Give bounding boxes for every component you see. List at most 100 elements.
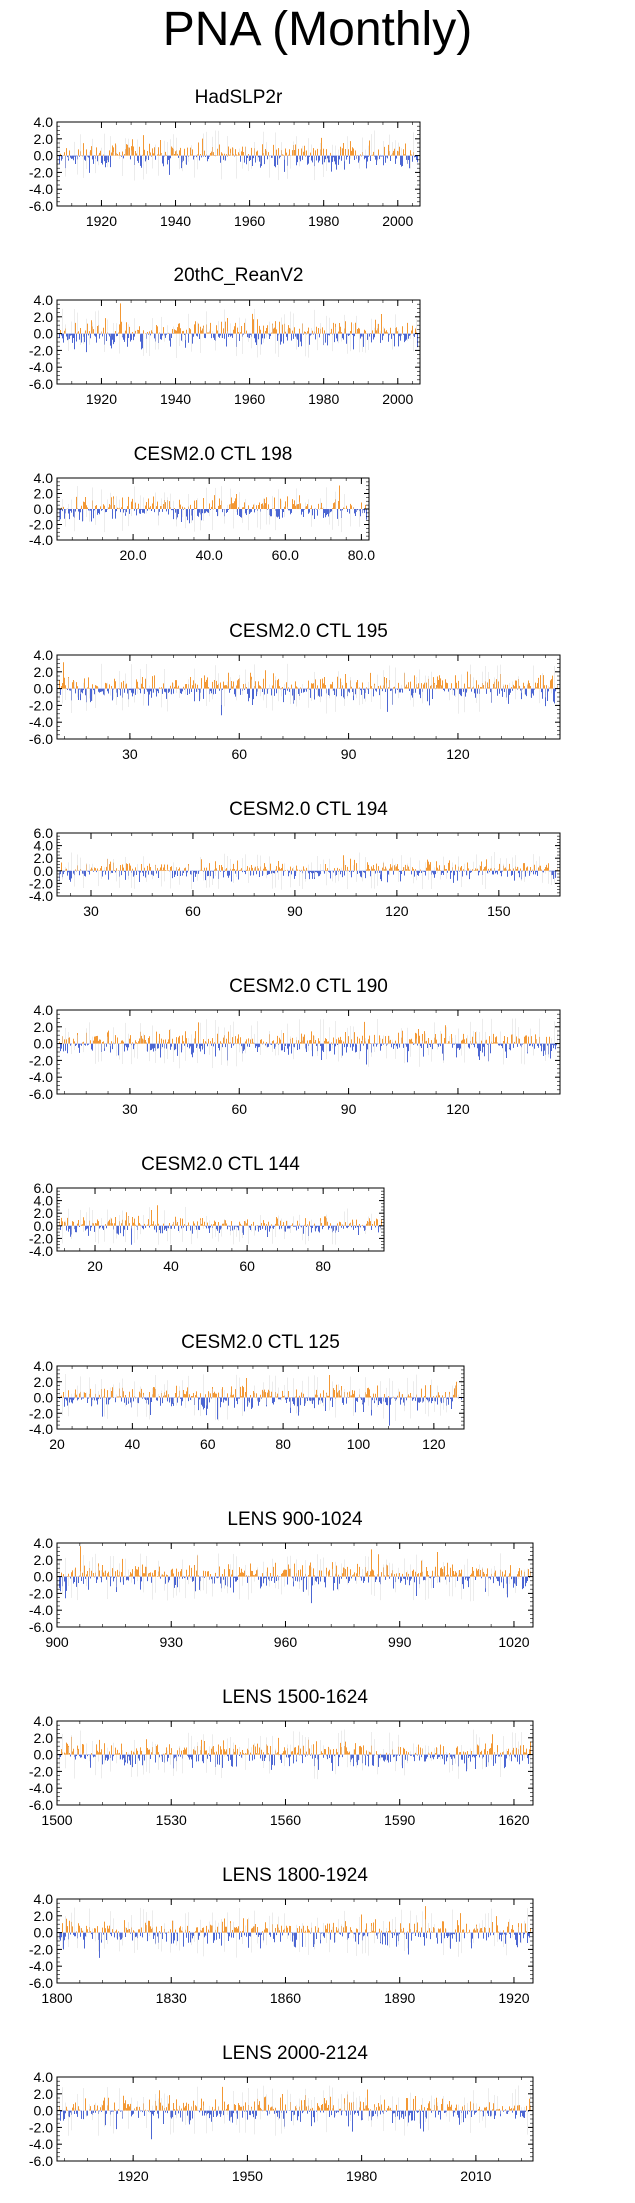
y-tick-label: 4.0: [34, 647, 54, 663]
x-tick-label: 90: [341, 1101, 357, 1117]
y-tick-label: -4.0: [29, 1243, 53, 1259]
x-tick-label: 120: [385, 903, 409, 919]
x-tick-label: 1980: [308, 391, 339, 407]
x-tick-label: 60: [239, 1258, 255, 1274]
y-tick-label: 2.0: [34, 1019, 54, 1035]
y-tick-label: 0.0: [34, 326, 54, 342]
y-tick-label: -4.0: [29, 359, 53, 375]
y-tick-label: -2.0: [29, 517, 53, 533]
chart-title-0: HadSLP2r: [195, 87, 283, 108]
y-tick-label: -4.0: [29, 1069, 53, 1085]
chart-panel-1: 20thC_ReanV2 4.02.00.0-2.0-4.0-6.0 1920 194…: [29, 265, 421, 407]
x-tick-label: 1960: [234, 391, 265, 407]
y-tick-label: -2.0: [29, 1230, 53, 1246]
x-tick-label: 1960: [234, 213, 265, 229]
plot-frame: [56, 832, 561, 897]
y-tick-label: 0.0: [34, 863, 54, 879]
x-tick-label: 60.0: [272, 547, 299, 563]
y-tick-label: -2.0: [29, 875, 53, 891]
bar-group-4: [59, 852, 558, 890]
y-tick-label: 2.0: [34, 664, 54, 680]
chart-title-5: CESM2.0 CTL 190: [229, 976, 388, 997]
x-tick-label: 120: [446, 1101, 470, 1117]
y-tick-label: 2.0: [34, 850, 54, 866]
plot-frame: [56, 121, 421, 207]
y-tick-label: 2.0: [34, 1205, 54, 1221]
x-tick-label: 30: [122, 1101, 138, 1117]
x-tick-label: 20.0: [119, 547, 146, 563]
y-tick-label: -2.0: [29, 697, 53, 713]
y-tick-label: 2.0: [34, 131, 54, 147]
chart-panel-3: CESM2.0 CTL 195 4.02.00.0-2.0-4.0-6.0 30 60…: [29, 621, 561, 762]
bar-group-3: [59, 662, 558, 716]
x-tick-label: 40.0: [196, 547, 223, 563]
y-tick-label: 0.0: [34, 1036, 54, 1052]
x-tick-label: 80.0: [348, 547, 375, 563]
y-tick-label: 0.0: [34, 681, 54, 697]
y-tick-label: -2.0: [29, 342, 53, 358]
x-tick-label: 1920: [86, 391, 117, 407]
x-tick-label: 1940: [160, 213, 191, 229]
y-tick-label: 0.0: [34, 148, 54, 164]
x-tick-label: 1940: [160, 391, 191, 407]
bar-group-2: [59, 485, 367, 533]
bar-group-6: [59, 1205, 382, 1245]
y-tick-label: 2.0: [34, 486, 54, 502]
y-tick-label: -4.0: [29, 532, 53, 548]
chart-title-2: CESM2.0 CTL 198: [134, 444, 293, 465]
x-tick-label: 30: [83, 903, 99, 919]
x-tick-label: 150: [487, 903, 511, 919]
y-tick-label: -6.0: [29, 731, 53, 747]
x-tick-label: 20: [87, 1258, 103, 1274]
y-tick-label: -6.0: [29, 1086, 53, 1102]
x-tick-label: 2000: [382, 391, 413, 407]
y-tick-label: -6.0: [29, 376, 53, 392]
y-tick-label: 4.0: [34, 1193, 54, 1209]
y-tick-label: 4.0: [34, 470, 54, 486]
x-tick-label: 90: [341, 746, 357, 762]
x-tick-label: 80: [315, 1258, 331, 1274]
y-tick-label: -4.0: [29, 181, 53, 197]
y-tick-label: 4.0: [34, 1002, 54, 1018]
chart-panel-4: CESM2.0 CTL 194 6.04.02.00.0-2.0-4.0 30 60 9…: [29, 799, 561, 919]
chart-panel-6: CESM2.0 CTL 144 6.04.02.00.0-2.0-4.0 20 40 6…: [29, 1154, 385, 1274]
y-tick-label: -2.0: [29, 1052, 53, 1068]
y-tick-label: 2.0: [34, 309, 54, 325]
y-tick-label: -4.0: [29, 714, 53, 730]
chart-panel-2: CESM2.0 CTL 198 4.02.00.0-2.0-4.0 20.0 40.0…: [29, 444, 375, 563]
bar-group-7: [59, 1374, 462, 1426]
y-tick-label: 0.0: [34, 1218, 54, 1234]
x-tick-label: 90: [287, 903, 303, 919]
chart-panel-5: CESM2.0 CTL 190 4.02.00.0-2.0-4.0-6.0 30 60…: [29, 976, 561, 1117]
chart-title-1: 20thC_ReanV2: [174, 265, 304, 286]
x-tick-label: 30: [122, 746, 138, 762]
x-tick-label: 60: [185, 903, 201, 919]
x-tick-label: 1980: [308, 213, 339, 229]
y-tick-label: 0.0: [34, 501, 54, 517]
y-tick-label: -4.0: [29, 888, 53, 904]
y-tick-label: 6.0: [34, 825, 54, 841]
y-tick-label: 4.0: [34, 114, 54, 130]
chart-panel-0: HadSLP2r 4.02.00.0-2.0-4.0-6.0 1920 1940 196…: [29, 87, 421, 229]
bar-group-5: [59, 1018, 558, 1069]
y-tick-label: 4.0: [34, 838, 54, 854]
x-tick-label: 1920: [86, 213, 117, 229]
x-tick-label: 60: [231, 1101, 247, 1117]
x-tick-label: 120: [446, 746, 470, 762]
chart-title-7: CESM2.0 CTL 125: [181, 1332, 340, 1353]
x-tick-label: 40: [163, 1258, 179, 1274]
x-tick-label: 2000: [382, 213, 413, 229]
y-tick-label: -6.0: [29, 198, 53, 214]
y-tick-label: 6.0: [34, 1180, 54, 1196]
x-tick-label: 60: [231, 746, 247, 762]
plot-frame: [56, 1187, 385, 1252]
y-tick-label: -2.0: [29, 164, 53, 180]
chart-title-4: CESM2.0 CTL 194: [229, 799, 388, 820]
bar-group-1: [59, 303, 418, 359]
chart-title-3: CESM2.0 CTL 195: [229, 621, 388, 642]
chart-title-6: CESM2.0 CTL 144: [141, 1154, 300, 1175]
y-tick-label: 4.0: [34, 292, 54, 308]
page-title: PNA (Monthly): [162, 3, 473, 56]
